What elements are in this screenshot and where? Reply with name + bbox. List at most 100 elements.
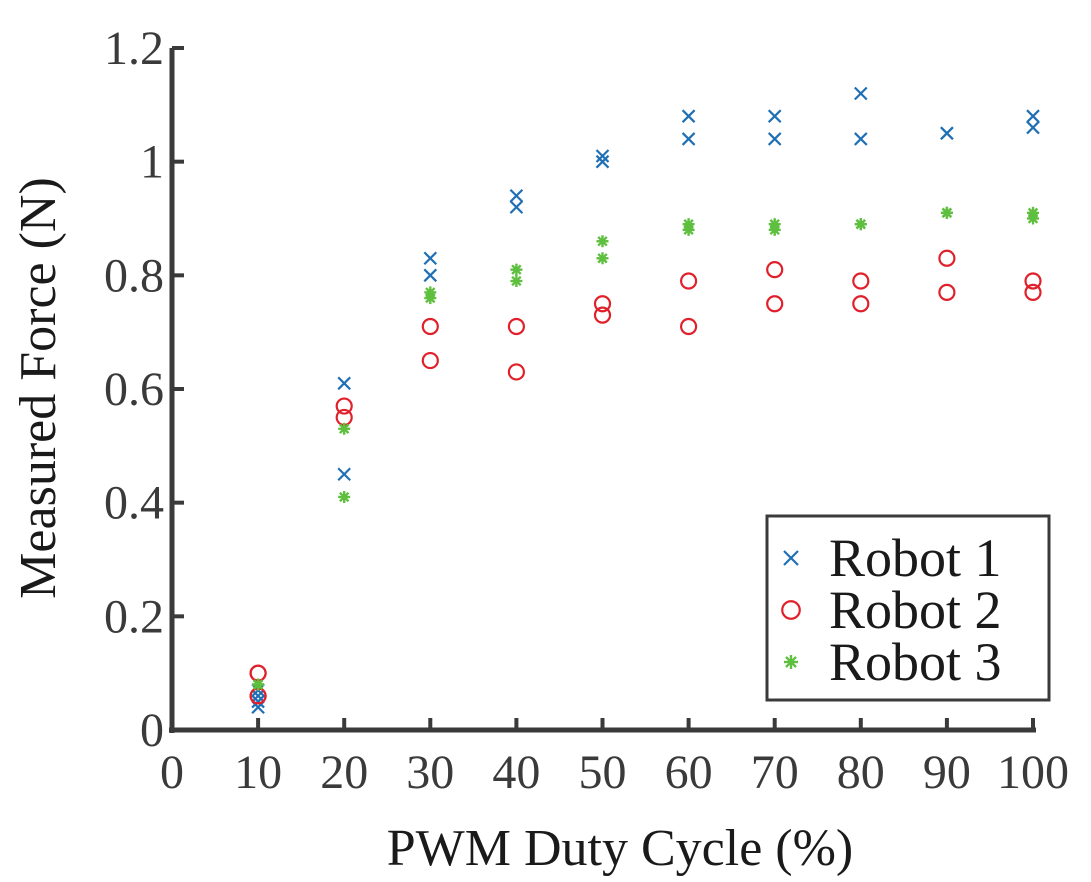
data-point [854, 86, 868, 101]
marker-stroke [251, 689, 265, 703]
data-point [423, 268, 438, 283]
data-point [852, 295, 870, 313]
x-tick-label: 20 [320, 746, 368, 799]
series-1 [251, 86, 1040, 715]
marker-stroke [1026, 109, 1040, 123]
data-point [854, 218, 867, 231]
marker-ring [507, 363, 526, 381]
marker-stroke [425, 292, 436, 304]
data-point [595, 154, 610, 169]
data-point [595, 149, 610, 163]
marker-stroke [595, 154, 610, 169]
data-point [507, 363, 526, 381]
marker-ring [335, 397, 353, 415]
marker-stroke [423, 251, 438, 266]
marker-stroke [767, 109, 782, 123]
data-point [510, 263, 523, 276]
data-point [252, 678, 265, 691]
series-2 [249, 249, 1042, 705]
x-tick-label: 60 [665, 746, 713, 799]
data-point [596, 252, 609, 265]
data-point [596, 235, 609, 248]
x-tick-label: 100 [997, 746, 1069, 799]
marker-stroke [509, 200, 524, 214]
data-point [682, 223, 695, 236]
data-point [1026, 109, 1040, 123]
data-point [1027, 212, 1039, 225]
marker-stroke [1027, 213, 1039, 224]
data-point [510, 275, 523, 288]
data-point [852, 272, 870, 290]
data-point [1024, 283, 1042, 301]
data-point [593, 306, 612, 324]
marker-ring [766, 295, 784, 313]
data-point [938, 249, 956, 267]
marker-stroke [769, 224, 780, 236]
marker-stroke [252, 679, 264, 690]
marker-ring [249, 664, 267, 682]
x-tick-label: 0 [160, 746, 184, 799]
data-point [424, 292, 437, 305]
x-tick-label: 40 [492, 746, 540, 799]
y-tick-label: 0.8 [104, 249, 164, 302]
marker-ring [1024, 283, 1042, 301]
marker-stroke [595, 149, 610, 163]
legend-box [765, 514, 1051, 702]
data-point [593, 295, 612, 313]
marker-stroke [941, 207, 953, 218]
marker-ring [766, 261, 784, 279]
series-3 [252, 206, 1039, 691]
data-point [767, 132, 782, 146]
axes: 0 10 20 30 40 50 60 70 80 90 100 0 0.2 0.4 0.6 0.8 1 1.2 [104, 22, 1069, 799]
data-point [679, 272, 698, 290]
data-point [421, 317, 439, 336]
legend-marker [783, 550, 799, 566]
data-point [767, 109, 782, 123]
data-point [940, 126, 954, 141]
marker-ring [679, 317, 698, 336]
marker-stroke [785, 656, 797, 668]
legend-label: Robot 3 [829, 632, 1002, 692]
marker-stroke [337, 376, 351, 391]
x-tick-label: 70 [751, 746, 799, 799]
data-point [679, 317, 698, 336]
data-point [854, 132, 868, 146]
marker-ring [593, 295, 612, 313]
x-tick-label: 90 [923, 746, 971, 799]
marker-stroke [597, 236, 608, 247]
legend-label: Robot 1 [829, 528, 1002, 588]
x-tick-label: 30 [406, 746, 454, 799]
marker-ring [1024, 272, 1042, 290]
marker-stroke [681, 132, 696, 146]
data-point [337, 376, 351, 391]
y-tick-label: 0.4 [104, 477, 164, 530]
legend-label: Robot 2 [829, 580, 1002, 640]
marker-stroke [509, 188, 524, 203]
marker-stroke [783, 550, 799, 566]
data-point [681, 132, 696, 146]
data-point [1026, 120, 1040, 135]
marker-stroke [339, 423, 350, 434]
legend-marker [781, 600, 801, 620]
marker-ring [938, 283, 956, 301]
marker-stroke [1026, 120, 1040, 135]
marker-stroke [339, 491, 350, 503]
marker-stroke [423, 268, 438, 283]
data-point [335, 408, 353, 427]
marker-ring [593, 306, 612, 324]
data-point [251, 694, 265, 709]
marker-stroke [511, 264, 522, 275]
data-point [766, 261, 784, 279]
marker-stroke [767, 132, 782, 146]
data-point [938, 283, 956, 301]
marker-stroke [940, 126, 954, 141]
data-point [766, 295, 784, 313]
data-point [335, 397, 353, 415]
data-point [251, 689, 265, 703]
marker-ring [421, 317, 439, 336]
x-tick-label: 80 [837, 746, 885, 799]
y-tick-label: 1.2 [104, 22, 164, 75]
y-tick-label: 1 [140, 136, 164, 189]
